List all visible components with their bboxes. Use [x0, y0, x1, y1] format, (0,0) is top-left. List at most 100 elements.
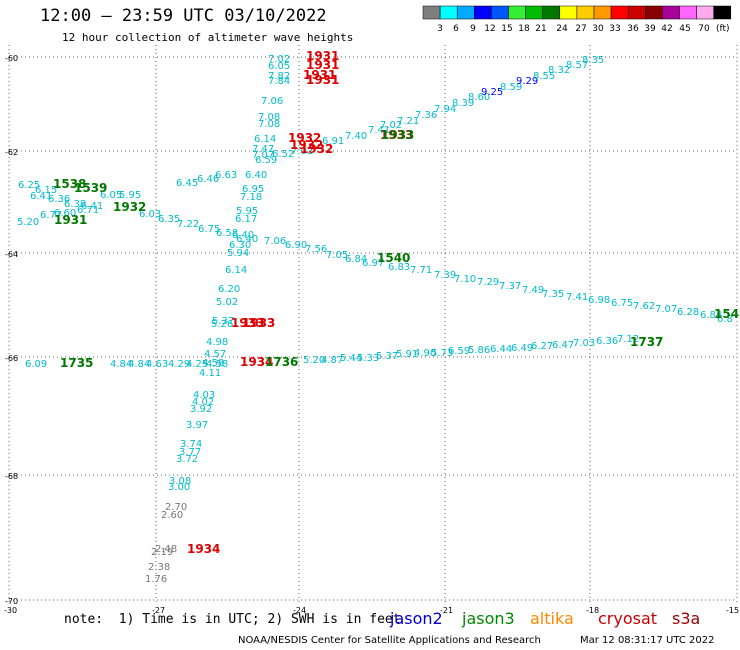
wave-height-label: 2.60	[161, 510, 183, 521]
wave-height-label: 4.58	[202, 358, 224, 369]
pass-time-label: 1736	[265, 355, 298, 369]
wave-height-label: 6.52	[272, 149, 294, 160]
pass-time-label: 154	[714, 307, 739, 321]
color-swatch	[542, 5, 561, 20]
satellite-legend-s3a: s3a	[672, 609, 701, 628]
wave-height-label: 6.75	[198, 224, 220, 235]
wave-height-label: 6.44	[490, 344, 512, 355]
page-title: 12:00 — 23:59 UTC 03/10/2022	[40, 6, 327, 26]
wave-height-label: 8.32	[548, 65, 570, 76]
wave-height-label: 6.77	[40, 210, 62, 221]
footer-timestamp: Mar 12 08:31:17 UTC 2022	[580, 635, 715, 646]
wave-height-label: 4.03	[193, 390, 215, 401]
wave-height-label: 6.40	[245, 170, 267, 181]
wave-height-label: 6.95	[242, 184, 264, 195]
pass-time-label: 1932	[290, 138, 323, 152]
color-scale-label: 18	[518, 24, 530, 34]
wave-height-label: 6.63	[215, 170, 237, 181]
color-swatch	[610, 5, 629, 20]
wave-height-label: 4.84	[110, 359, 132, 370]
wave-height-label: 3.77	[179, 447, 201, 458]
wave-height-label: 6.8	[717, 314, 733, 325]
wave-height-label: 6.09	[25, 359, 47, 370]
wave-height-label: 8.35	[582, 55, 604, 66]
latitude-label: -68	[5, 472, 18, 481]
wave-height-label: 7.29	[477, 277, 499, 288]
wave-height-label: 6.28	[677, 307, 699, 318]
color-scale-unit: (ft)	[716, 24, 730, 34]
color-scale-label: 6	[453, 24, 459, 34]
wave-height-label: 3.97	[186, 420, 208, 431]
wave-height-label: 7.37	[499, 281, 521, 292]
color-swatch	[696, 5, 714, 20]
wave-height-label: 7.94	[434, 104, 456, 115]
wave-height-label: 8.59	[500, 82, 522, 93]
wave-height-labels: 7.026.057.827.847.067.087.086.147.477.07…	[17, 54, 733, 585]
wave-height-label: 6.14	[225, 265, 247, 276]
color-swatch	[439, 5, 458, 20]
wave-height-label: 7.36	[415, 110, 437, 121]
color-scale-label: 24	[556, 24, 568, 34]
wave-height-label: 6.59	[448, 346, 470, 357]
wave-height-label: 7.08	[258, 119, 280, 130]
wave-height-label: 5.73	[431, 348, 453, 359]
longitude-label: -27	[152, 606, 165, 615]
wave-height-label: 6.35	[158, 214, 180, 225]
pass-time-label: 1934	[240, 355, 273, 369]
wave-height-label: 6.05	[100, 190, 122, 201]
latitude-label: -62	[5, 148, 18, 157]
longitude-label: -21	[440, 606, 453, 615]
wave-height-label: 7.06	[261, 96, 283, 107]
pass-time-label: 1737	[630, 335, 663, 349]
pass-time-label: 1932	[288, 131, 321, 145]
wave-height-label: 6.36	[48, 194, 70, 205]
color-scale-label: 27	[575, 24, 586, 34]
wave-height-label: 9.29	[516, 76, 538, 87]
wave-height-label: 5.02	[216, 297, 238, 308]
color-swatch	[508, 5, 526, 20]
wave-height-label: 2.48	[155, 544, 177, 555]
wave-height-label: 7.41	[368, 125, 390, 136]
wave-height-label: 8.57	[566, 60, 588, 71]
wave-height-label: 8.55	[533, 71, 555, 82]
wave-height-label: 7.06	[264, 236, 286, 247]
color-scale-legend: 3 6 9 12 15 18 21 24 27 30 33 36 39 42 45 70 (ft)	[422, 5, 732, 34]
pass-time-label: 1539	[74, 181, 107, 195]
pass-time-label: 1933	[231, 316, 264, 330]
wave-height-label: 3.08	[169, 476, 191, 487]
wave-height-label: 7.21	[397, 116, 419, 127]
wave-height-label: 7.49	[522, 285, 544, 296]
wave-height-label: 6.84	[700, 310, 722, 321]
pass-time-label: 1933	[381, 128, 414, 142]
map-axis-labels: -60 -62 -64 -66 -68 -70-30 -27 -24 -21 -18 -15	[4, 54, 739, 615]
wave-height-label: 4.98	[206, 337, 228, 348]
wave-height-label: 5.37	[376, 351, 398, 362]
footer-credit: NOAA/NESDIS Center for Satellite Applica…	[238, 635, 541, 646]
wave-height-label: 6.40	[236, 234, 258, 245]
wave-height-label: 6.40	[232, 230, 254, 241]
wave-height-label: 7.47	[252, 144, 274, 155]
wave-height-label: 6.84	[345, 254, 367, 265]
wave-height-label: 5.94	[227, 248, 249, 259]
satellite-legend-altika: altika	[530, 609, 574, 628]
wave-height-label: 7.62	[633, 301, 655, 312]
pass-time-label: 1735	[60, 356, 93, 370]
color-scale-label: 15	[501, 24, 512, 34]
wave-height-label: 7.41	[566, 292, 588, 303]
pass-time-label: 1933	[380, 128, 413, 142]
wave-height-label: 6.91	[322, 136, 344, 147]
wave-height-label: 6.38	[64, 199, 86, 210]
map-grid	[8, 45, 738, 603]
wave-height-label: 6.98	[588, 295, 610, 306]
color-swatch	[456, 5, 475, 20]
wave-height-label: 5.86	[468, 345, 490, 356]
wave-height-label: 8.60	[468, 92, 490, 103]
pass-time-label: 1932	[300, 142, 333, 156]
wave-height-label: 5.20	[17, 217, 39, 228]
color-scale-label: 12	[484, 24, 495, 34]
color-scale-label: 9	[470, 24, 476, 34]
wave-height-label: 7.22	[177, 219, 199, 230]
wave-height-label: 6.41	[81, 201, 103, 212]
wave-height-label: 5.91	[396, 349, 418, 360]
wave-height-label: 6.25	[18, 180, 40, 191]
